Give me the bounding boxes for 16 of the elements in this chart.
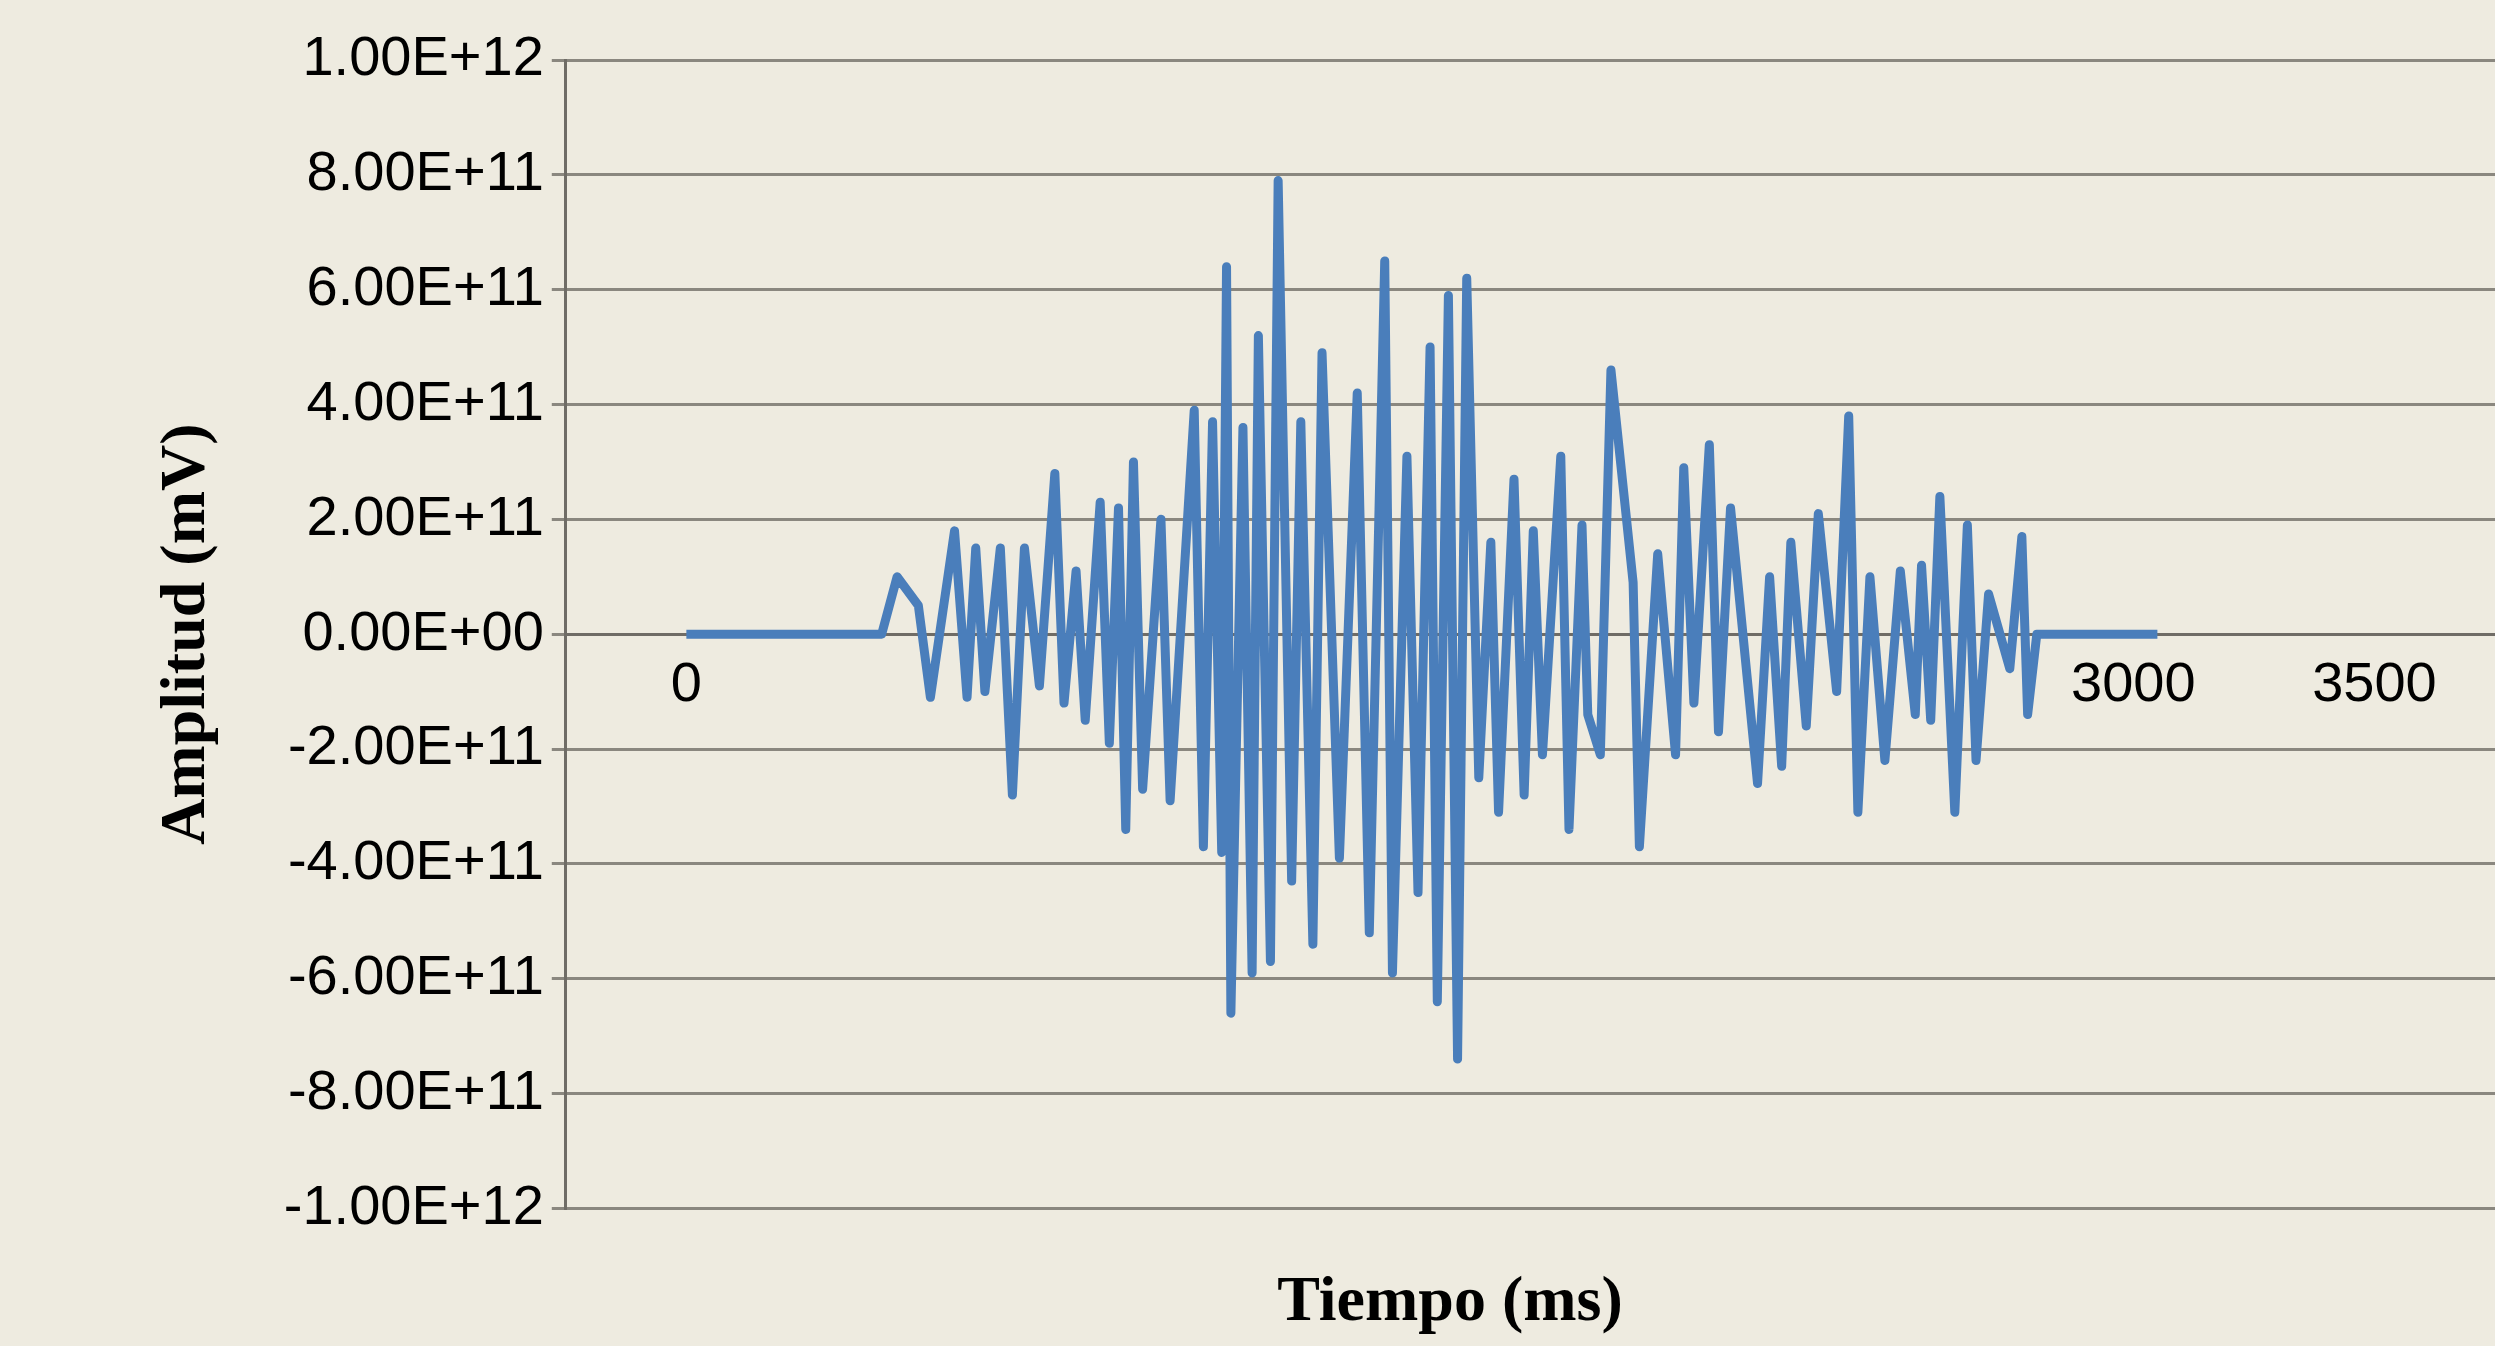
- x-tick-label: 3500: [2312, 650, 2437, 714]
- y-axis-title: Amplitud (mV): [146, 423, 218, 845]
- x-tick-label: 3000: [2070, 650, 2196, 714]
- y-tick-label: 4.00E+11: [306, 368, 544, 432]
- y-tick-label: -2.00E+11: [287, 713, 544, 777]
- y-tick-label: -1.00E+12: [283, 1172, 544, 1236]
- x-axis-title: Tiempo (ms): [1276, 1262, 1624, 1336]
- y-tick-label: 0.00E+00: [302, 598, 544, 662]
- y-tick-label: 1.00E+12: [302, 24, 544, 88]
- y-tick-label: -6.00E+11: [287, 943, 544, 1007]
- y-tick-label: 8.00E+11: [306, 139, 544, 203]
- x-tick-label: 0: [670, 650, 702, 714]
- y-tick-label: 6.00E+11: [306, 254, 544, 318]
- y-tick-label: -4.00E+11: [287, 828, 544, 892]
- y-tick-label: -8.00E+11: [287, 1058, 544, 1121]
- y-tick-label: 2.00E+11: [306, 483, 544, 547]
